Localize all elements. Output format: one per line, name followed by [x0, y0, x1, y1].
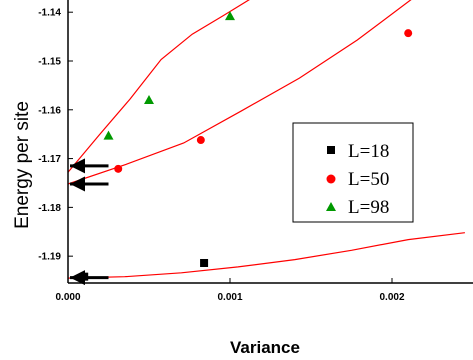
legend-marker-l18	[327, 146, 335, 154]
fit-curve-l18	[67, 232, 465, 279]
data-point-l18	[80, 272, 89, 281]
y-tick-label: -1.15	[38, 56, 61, 67]
data-point-l98	[144, 95, 154, 105]
legend-label-l50: L=50	[348, 169, 389, 190]
y-tick-label: -1.16	[38, 105, 61, 116]
x-tick-label: 0.001	[217, 292, 242, 303]
fit-curves	[67, 0, 465, 279]
y-axis-title: Energy per site	[12, 101, 33, 229]
data-point-l98	[225, 11, 235, 21]
legend-label-l18: L=18	[348, 141, 389, 162]
tick-labels: -1.14 -1.15 -1.16 -1.17 -1.18 -1.19 0.000 0.001…	[38, 8, 405, 303]
y-tick-label: -1.18	[38, 203, 61, 214]
y-tick-label: -1.14	[38, 8, 61, 19]
legend-marker-l98	[326, 202, 336, 211]
legend-box	[292, 122, 414, 223]
data-point-l98	[103, 130, 114, 140]
y-tick-label: -1.19	[38, 252, 61, 263]
data-point-l50	[404, 29, 413, 38]
x-tick-label: 0.000	[55, 292, 80, 303]
extrapolation-arrows	[70, 158, 109, 286]
fit-curve-l98	[67, 0, 250, 173]
data-points	[80, 11, 413, 281]
axes	[67, 0, 473, 284]
x-axis-title: Variance	[230, 338, 300, 357]
fit-curve-l50	[67, 0, 412, 185]
data-point-l50	[114, 164, 123, 173]
legend-label-l98: L=98	[348, 197, 389, 218]
data-point-l18	[200, 258, 209, 267]
x-tick-label: 0.002	[379, 292, 404, 303]
legend: L=18 L=50 L=98	[292, 122, 414, 223]
data-point-l50	[196, 136, 205, 145]
legend-marker-l50	[326, 174, 336, 184]
y-tick-label: -1.17	[38, 154, 61, 165]
